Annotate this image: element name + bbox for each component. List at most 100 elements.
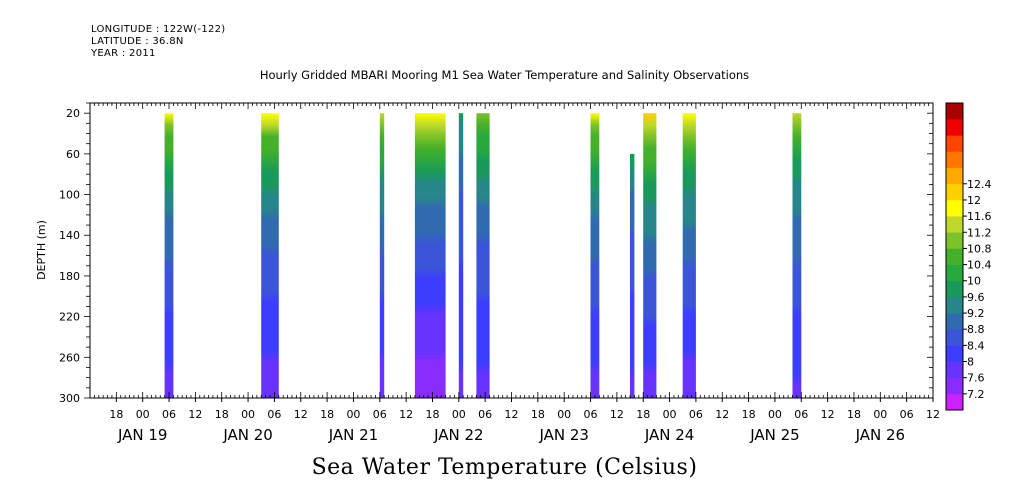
x-day-label: JAN 20 [222,426,273,444]
x-hour-label: 18 [742,408,756,421]
colorbar-swatch [946,280,963,298]
x-day-label: JAN 23 [538,426,589,444]
y-axis: DEPTH (m) 20 60 100 140 180 220 260 300 [35,102,933,405]
x-hour-label: 06 [162,408,176,421]
y-tick-label: 60 [66,148,80,161]
data-segment [590,113,600,398]
latitude-label: LATITUDE : 36.8N [91,36,184,47]
colorbar-label: 9.6 [967,291,985,304]
x-hour-label: 12 [715,408,729,421]
longitude-label: LONGITUDE : 122W(-122) [91,24,226,35]
x-hour-label: 12 [610,408,624,421]
data-segment [458,113,464,398]
data-segment [261,113,279,398]
colorbar-label: 11.2 [967,226,992,239]
plot-frame [89,102,934,399]
data-segment [476,113,490,398]
colorbar-swatch [946,264,963,282]
x-day-label: JAN 22 [433,426,484,444]
colorbar-swatch [946,345,963,362]
y-tick-label: 220 [59,311,80,324]
data-segment [682,113,696,398]
colorbar-swatch [946,232,963,249]
x-hour-label: 06 [584,408,598,421]
colorbar-swatch [946,393,963,411]
colorbar-swatch [946,216,963,233]
x-hour-label: 06 [267,408,281,421]
x-hour-label: 00 [768,408,782,421]
colorbar-swatch [946,135,963,152]
colorbar-label: 12 [967,194,981,207]
y-tick-label: 300 [59,392,80,405]
data-segment [643,113,657,398]
colorbar-label: 9.2 [967,307,985,320]
colorbar-swatch [946,167,963,185]
colorbar-swatch [946,377,963,395]
x-hour-label: 18 [109,408,123,421]
colorbar-label: 7.6 [967,372,985,385]
data-segment [630,153,635,398]
y-tick-label: 140 [59,229,80,242]
x-hour-label: 18 [636,408,650,421]
colorbar-swatch [946,361,963,378]
colorbar-swatch [946,119,963,136]
y-tick-label: 260 [59,351,80,364]
x-hour-label: 00 [663,408,677,421]
x-hour-label: 06 [689,408,703,421]
colorbar-label: 11.6 [967,210,992,223]
y-axis-label: DEPTH (m) [35,220,48,280]
y-tick-label: 180 [59,270,80,283]
data-segment [792,113,802,398]
x-day-label: JAN 21 [328,426,379,444]
y-tick-label: 20 [66,107,80,120]
x-hour-label: 12 [926,408,940,421]
data-segment [414,113,446,398]
colorbar-label: 10.8 [967,242,992,255]
x-hour-label: 00 [452,408,466,421]
colorbar-frame [945,102,964,411]
x-hour-label: 12 [821,408,835,421]
colorbar-swatch [946,183,963,201]
x-hour-label: 12 [505,408,519,421]
x-day-label: JAN 24 [644,426,695,444]
x-hour-label: 18 [531,408,545,421]
year-label: YEAR : 2011 [91,48,156,59]
x-hour-label: 06 [794,408,808,421]
chart-caption: Sea Water Temperature (Celsius) [311,455,698,480]
x-hour-label: 06 [900,408,914,421]
x-hour-label: 18 [215,408,229,421]
colorbar-label: 12.4 [967,178,992,191]
x-day-label: JAN 19 [117,426,168,444]
x-hour-label: 12 [399,408,413,421]
colorbar-label: 8 [967,356,974,369]
x-hour-label: 00 [557,408,571,421]
colorbar-label: 8.4 [967,339,985,352]
x-day-label: JAN 26 [855,426,906,444]
x-hour-label: 06 [478,408,492,421]
colorbar-swatch [946,329,963,346]
x-hour-label: 06 [373,408,387,421]
x-hour-label: 00 [136,408,150,421]
colorbar-swatch [946,103,963,120]
x-hour-label: 00 [346,408,360,421]
x-axis: 18 00 06 12 18 00 06 12 18 00 06 12 18 00 06 12 18 00 06 12… [89,103,940,444]
data-segments [164,113,802,398]
chart-title: Hourly Gridded MBARI Mooring M1 Sea Wate… [259,68,750,82]
colorbar-swatch [946,199,963,217]
colorbar-swatch [946,296,963,314]
colorbar: 7.2 7.6 8 8.4 8.8 9.2 9.6 10 10.4 10.8 11.2 11.6 12 1… [945,102,992,411]
colorbar-label: 10.4 [967,259,992,272]
y-tick-label: 100 [59,189,80,202]
colorbar-label: 8.8 [967,323,985,336]
x-hour-label: 18 [847,408,861,421]
x-day-label: JAN 25 [749,426,800,444]
x-hour-label: 12 [294,408,308,421]
x-hour-label: 00 [241,408,255,421]
colorbar-label: 7.2 [967,388,985,401]
colorbar-swatch [946,248,963,265]
x-hour-label: 18 [320,408,334,421]
colorbar-swatch [946,151,963,168]
colorbar-label: 10 [967,275,981,288]
x-hour-label: 00 [873,408,887,421]
